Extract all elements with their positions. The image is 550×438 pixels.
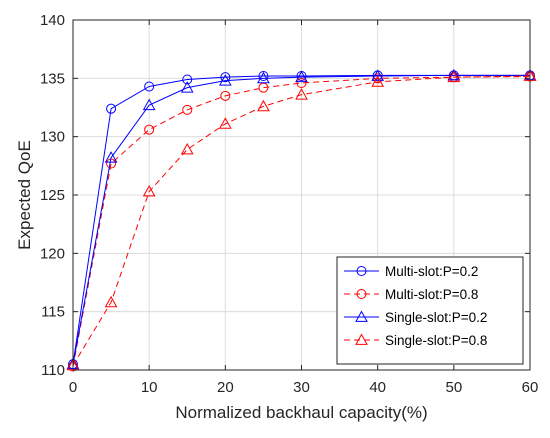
y-tick-label: 130 bbox=[40, 129, 65, 146]
x-tick-label: 40 bbox=[369, 379, 386, 396]
y-tick-label: 120 bbox=[40, 245, 65, 262]
legend-item-1: Multi-slot:P=0.2 bbox=[344, 264, 478, 279]
series-line bbox=[72, 74, 530, 365]
data-point bbox=[258, 71, 269, 81]
axis-ticks: 0 10 20 30 40 50 60 110 115 120 125 130 135 140 bbox=[40, 12, 538, 396]
x-tick-label: 30 bbox=[293, 379, 310, 396]
data-point bbox=[218, 74, 232, 86]
data-point bbox=[371, 75, 385, 87]
legend: Multi-slot:P=0.2 Multi-slot:P=0.8 Single-s… bbox=[336, 256, 524, 365]
x-tick-label: 50 bbox=[445, 379, 462, 396]
series-group bbox=[66, 68, 537, 372]
data-point bbox=[180, 81, 194, 93]
data-point bbox=[447, 70, 461, 83]
x-tick-label: 10 bbox=[141, 379, 158, 396]
legend-marker bbox=[356, 266, 367, 276]
legend-label: Multi-slot:P=0.2 bbox=[385, 264, 478, 279]
y-tick-label: 125 bbox=[40, 187, 65, 204]
data-point bbox=[220, 72, 231, 83]
legend-item-4: Single-slot:P=0.8 bbox=[344, 333, 487, 348]
legend-marker bbox=[355, 333, 368, 345]
series-line bbox=[72, 76, 531, 367]
data-point bbox=[142, 98, 156, 111]
x-axis-label: Normalized backhaul capacity(%) bbox=[175, 403, 427, 422]
legend-label: Multi-slot:P=0.8 bbox=[385, 287, 478, 302]
y-axis-label: Expected QoE bbox=[15, 140, 34, 250]
data-point bbox=[106, 103, 117, 114]
legend-marker bbox=[355, 310, 368, 322]
data-point bbox=[295, 88, 308, 100]
data-point bbox=[142, 184, 156, 197]
legend-box bbox=[336, 256, 524, 365]
data-point bbox=[447, 68, 461, 81]
data-point bbox=[296, 78, 307, 88]
data-point bbox=[104, 295, 118, 308]
y-tick-label: 140 bbox=[40, 12, 65, 29]
data-point bbox=[220, 90, 231, 101]
x-tick-label: 0 bbox=[69, 379, 77, 396]
data-point bbox=[182, 104, 193, 115]
legend-item-3: Single-slot:P=0.2 bbox=[344, 310, 487, 325]
y-tick-label: 110 bbox=[41, 362, 65, 379]
legend-label: Single-slot:P=0.2 bbox=[385, 310, 487, 325]
data-point bbox=[257, 71, 270, 84]
x-tick-label: 60 bbox=[522, 379, 539, 396]
x-tick-label: 20 bbox=[217, 379, 234, 396]
series-3 bbox=[66, 68, 537, 370]
data-point bbox=[144, 81, 155, 92]
y-tick-label: 135 bbox=[40, 70, 65, 87]
legend-marker bbox=[356, 289, 367, 299]
legend-label: Single-slot:P=0.8 bbox=[385, 333, 487, 348]
y-tick-label: 115 bbox=[41, 304, 65, 321]
data-point bbox=[218, 117, 232, 129]
data-point bbox=[295, 70, 308, 83]
data-point bbox=[371, 69, 385, 81]
series-line bbox=[72, 75, 531, 366]
legend-item-2: Multi-slot:P=0.8 bbox=[344, 287, 478, 302]
data-point bbox=[144, 124, 155, 135]
data-point bbox=[104, 151, 118, 163]
data-point bbox=[182, 74, 193, 85]
data-point bbox=[257, 99, 270, 112]
data-point bbox=[180, 142, 194, 155]
